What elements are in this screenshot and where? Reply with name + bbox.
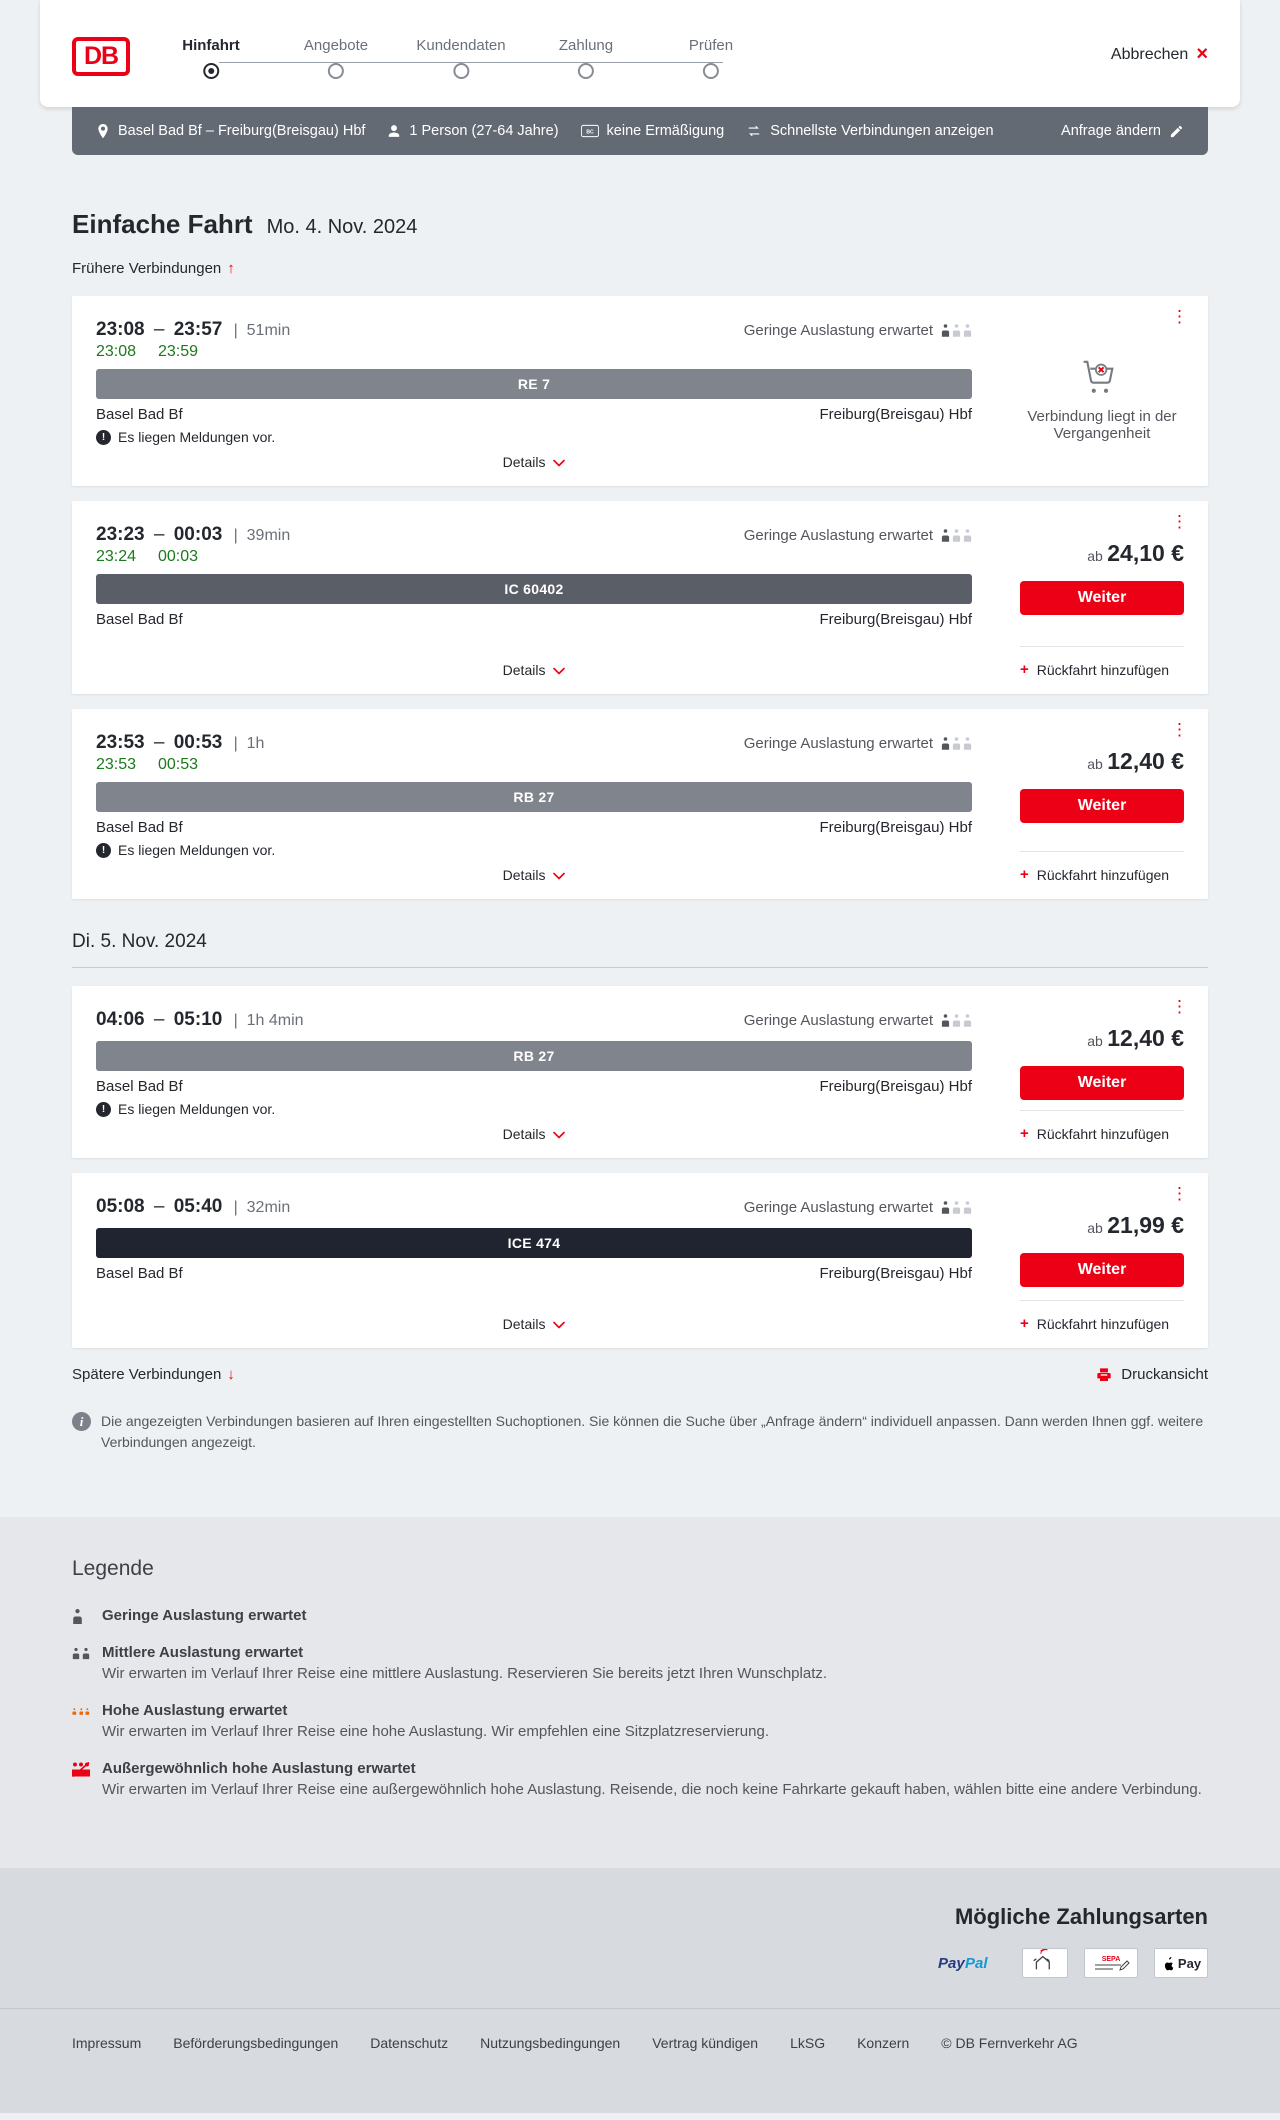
svg-text:Pay: Pay bbox=[938, 1955, 965, 1971]
svg-text:Pal: Pal bbox=[965, 1955, 988, 1971]
svg-text:SEPA: SEPA bbox=[1102, 1956, 1121, 1963]
svg-text:BC: BC bbox=[586, 129, 594, 135]
